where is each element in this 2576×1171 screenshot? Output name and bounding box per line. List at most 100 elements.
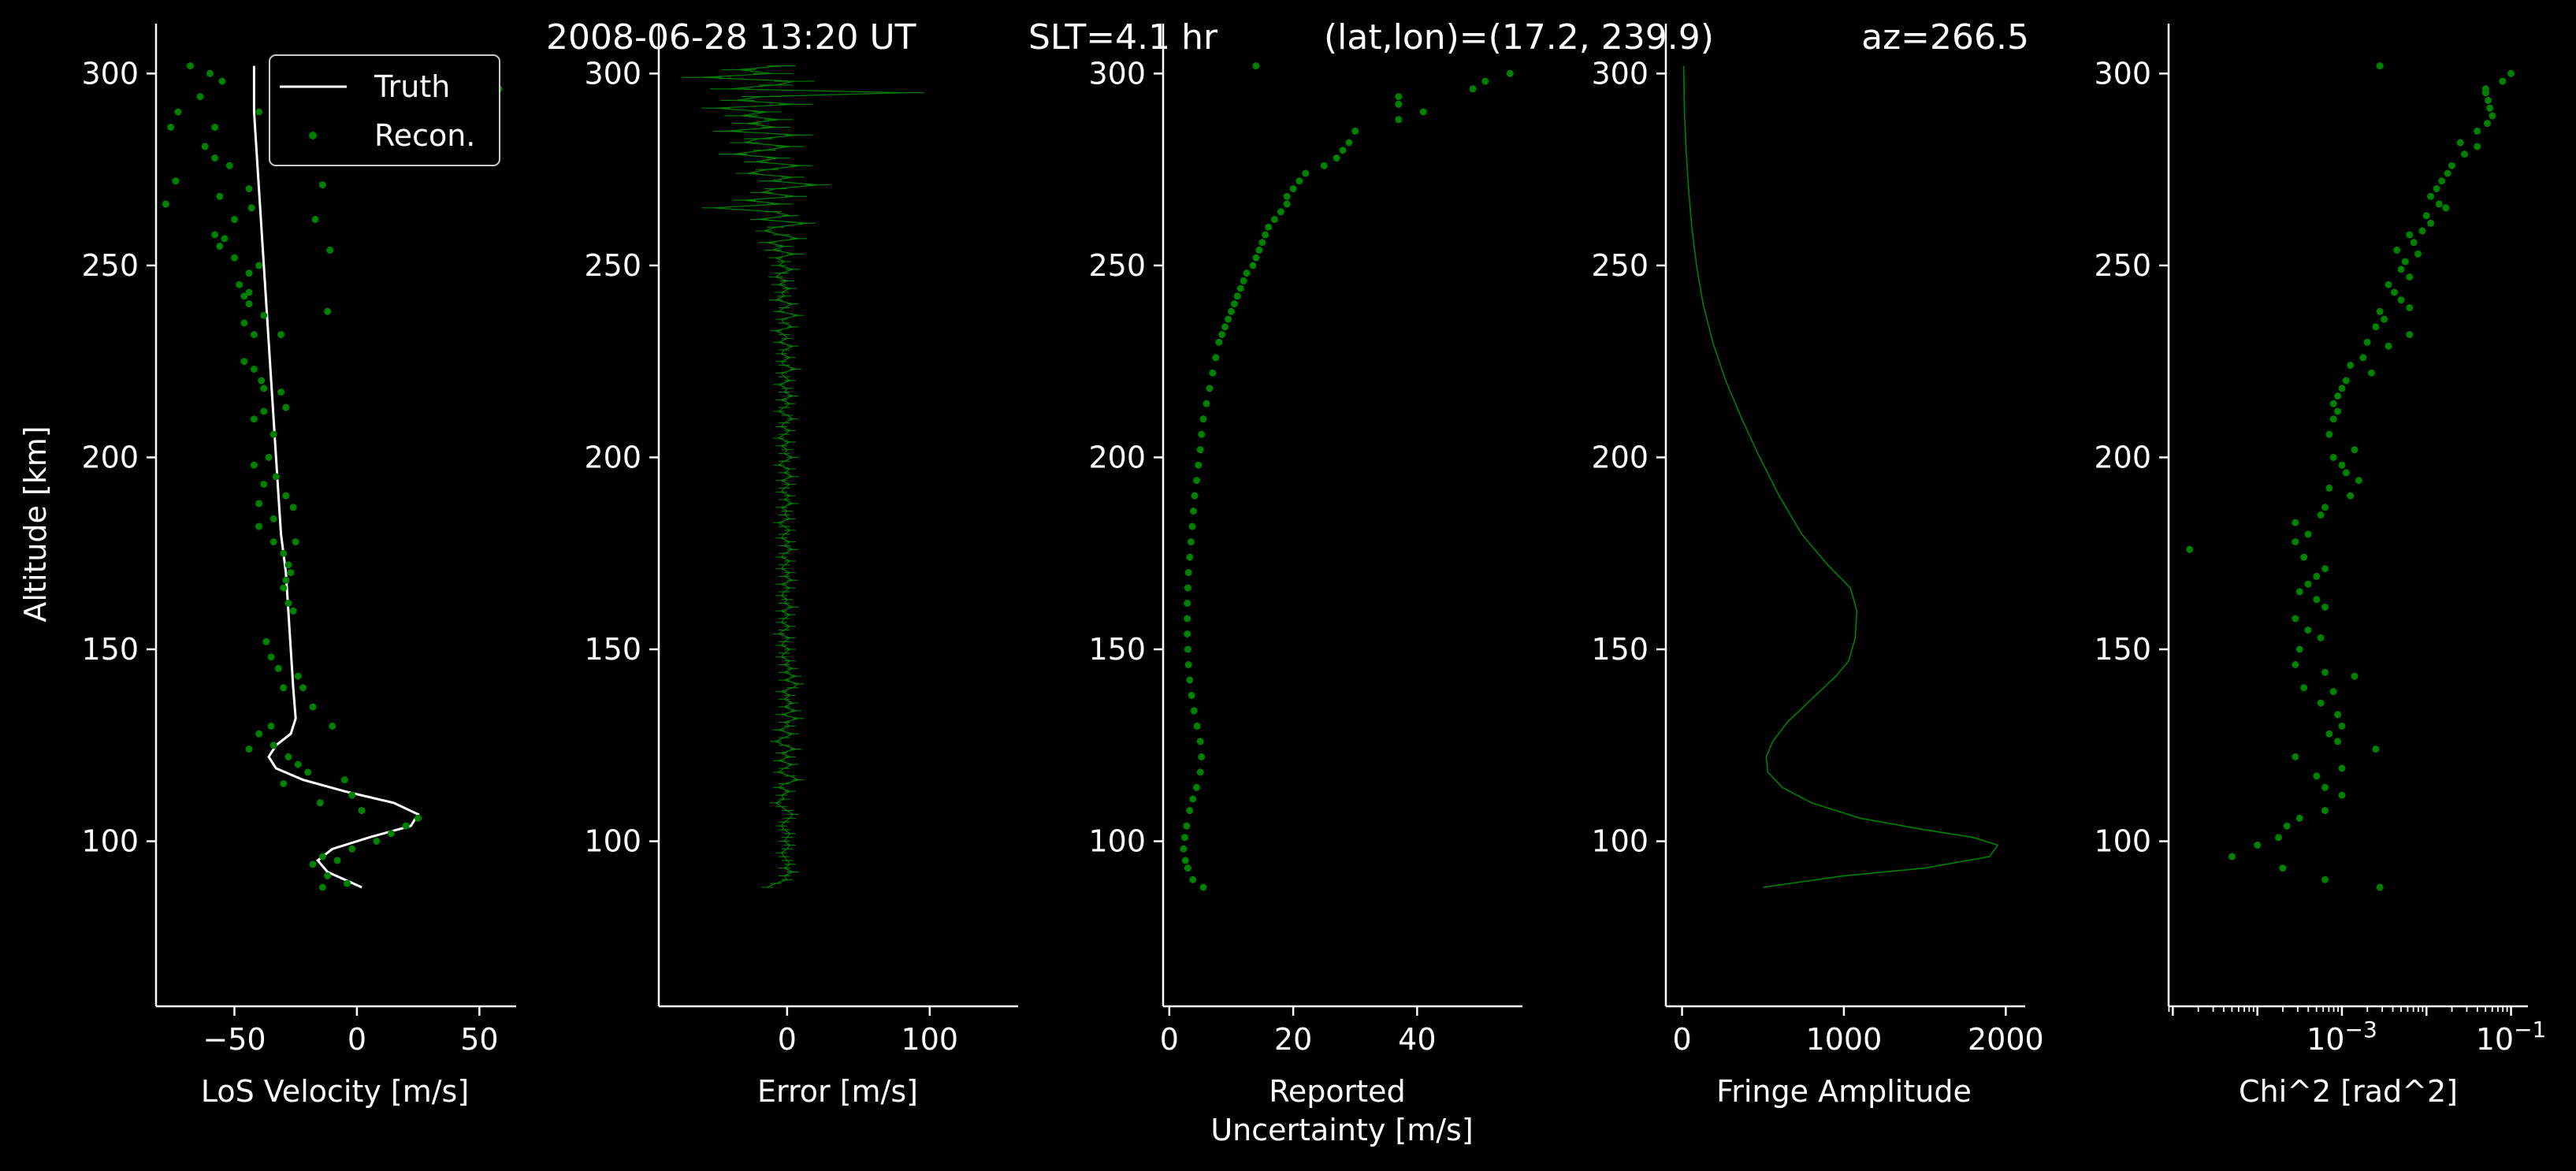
data-point — [289, 504, 297, 511]
panel-chi2-plot — [2186, 62, 2515, 891]
data-point — [221, 235, 229, 243]
xlabel-los-velocity: LoS Velocity [m/s] — [201, 1074, 469, 1109]
data-point — [1191, 492, 1199, 500]
data-point — [1203, 400, 1210, 407]
data-point — [274, 664, 282, 672]
data-point — [250, 461, 258, 469]
y-tick-label: 300 — [1591, 56, 1649, 91]
data-point — [284, 561, 292, 569]
data-point — [2474, 143, 2481, 151]
data-point — [1419, 108, 1427, 116]
x-tick-label: 40 — [1398, 1022, 1436, 1057]
data-point — [2325, 730, 2333, 738]
data-point — [1395, 93, 1403, 101]
data-point — [294, 760, 302, 768]
y-tick-label: 150 — [1088, 632, 1146, 667]
data-point — [211, 124, 219, 131]
data-point — [2292, 753, 2299, 760]
data-point — [2486, 104, 2494, 112]
data-point — [2406, 231, 2414, 239]
data-point — [2329, 400, 2337, 407]
data-point — [255, 730, 263, 738]
data-point — [1225, 315, 1232, 323]
data-point — [2355, 477, 2362, 485]
data-point — [1249, 262, 1257, 270]
data-point — [2313, 772, 2321, 780]
panel-error-plot — [682, 65, 924, 888]
data-point — [1198, 430, 1206, 438]
data-point — [1262, 231, 1269, 239]
data-point — [282, 576, 290, 584]
data-point — [1196, 768, 1204, 776]
data-point — [2414, 250, 2422, 258]
data-point — [1184, 864, 1191, 872]
data-point — [1184, 630, 1191, 638]
data-point — [1193, 722, 1201, 730]
data-point — [250, 365, 258, 373]
data-point — [240, 292, 248, 300]
data-point — [2391, 288, 2398, 296]
data-point — [2456, 139, 2464, 147]
data-point — [1206, 385, 1214, 392]
data-point — [269, 538, 277, 546]
data-point — [324, 872, 332, 879]
data-point — [309, 703, 317, 711]
legend-truth-label: Truth — [374, 69, 450, 104]
data-point — [2321, 807, 2329, 815]
y-tick-label: 250 — [81, 248, 139, 283]
data-point — [267, 653, 275, 661]
data-point — [2321, 668, 2329, 676]
data-point — [225, 162, 233, 169]
data-point — [1193, 783, 1200, 791]
data-point — [2397, 266, 2405, 273]
data-point — [1193, 477, 1200, 485]
data-point — [206, 69, 214, 77]
series-line — [252, 65, 420, 889]
data-point — [2393, 246, 2401, 254]
series-line — [1682, 65, 1999, 888]
data-point — [292, 538, 299, 546]
data-point — [1252, 254, 1260, 262]
data-point — [2385, 281, 2392, 288]
data-point — [1481, 77, 1489, 85]
data-point — [304, 768, 312, 776]
data-point — [1506, 69, 1514, 77]
data-point — [2279, 864, 2287, 872]
data-point — [1199, 415, 1207, 423]
data-point — [280, 549, 288, 557]
data-point — [255, 522, 263, 530]
panel-fringe-amplitude-ticks: 100 150 200 250 300 0 1000 2000 — [1591, 24, 2044, 1057]
title-slt: SLT=4.1 hr — [1028, 17, 1218, 58]
data-point — [1333, 154, 1340, 162]
data-point — [2321, 603, 2329, 611]
data-point — [318, 181, 326, 189]
data-point — [1196, 738, 1204, 745]
data-point — [216, 192, 224, 200]
data-point — [2329, 453, 2337, 461]
data-point — [245, 300, 253, 308]
data-point — [1283, 200, 1291, 208]
data-point — [2507, 69, 2515, 77]
data-point — [258, 377, 266, 385]
data-point — [284, 600, 292, 607]
y-tick-label: 100 — [81, 824, 139, 859]
data-point — [1233, 292, 1241, 300]
data-point — [2334, 392, 2342, 400]
data-point — [162, 200, 169, 208]
data-point — [247, 204, 255, 212]
data-point — [1255, 246, 1263, 254]
y-tick-label: 200 — [81, 440, 139, 474]
data-point — [1181, 857, 1189, 864]
data-point — [1184, 584, 1191, 592]
data-point — [262, 638, 270, 645]
figure-title: 2008-06-28 13:20 UT SLT=4.1 hr (lat,lon)… — [546, 17, 2029, 58]
data-point — [2444, 169, 2451, 177]
data-point — [1289, 185, 1297, 192]
legend-recon-label: Recon. — [374, 118, 475, 153]
data-point — [1395, 100, 1403, 108]
data-point — [2418, 227, 2426, 235]
data-point — [187, 62, 194, 70]
data-point — [2347, 492, 2355, 500]
y-tick-label: 150 — [584, 632, 641, 667]
